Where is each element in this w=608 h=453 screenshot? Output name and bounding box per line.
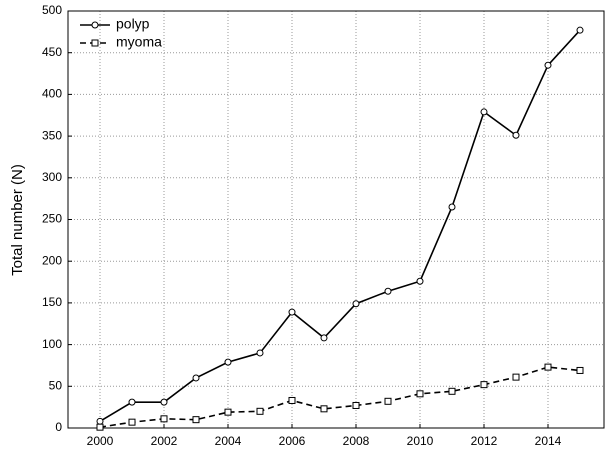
y-tick-label: 0 <box>55 420 62 434</box>
point <box>512 373 520 381</box>
x-tick-label: 2006 <box>279 434 306 448</box>
y-tick-label: 300 <box>42 170 62 184</box>
point <box>576 366 584 374</box>
y-tick-label: 400 <box>42 87 62 101</box>
point <box>96 423 104 431</box>
y-axis-label: Total number (N) <box>9 164 26 276</box>
point <box>288 308 296 316</box>
legend-label: myoma <box>116 34 162 50</box>
y-tick-label: 200 <box>42 253 62 267</box>
legend-marker <box>91 21 99 29</box>
point <box>576 26 584 34</box>
series-line <box>99 366 581 428</box>
point <box>480 108 488 116</box>
point <box>288 396 296 404</box>
y-tick-label: 450 <box>42 45 62 59</box>
x-tick-label: 2004 <box>215 434 242 448</box>
y-tick-label: 100 <box>42 337 62 351</box>
point <box>448 387 456 395</box>
y-tick-label: 150 <box>42 295 62 309</box>
point <box>448 203 456 211</box>
y-tick-label: 500 <box>42 3 62 17</box>
point <box>96 417 104 425</box>
y-tick-label: 50 <box>49 378 63 392</box>
point <box>544 363 552 371</box>
point <box>192 374 200 382</box>
point <box>384 287 392 295</box>
point <box>416 390 424 398</box>
x-tick-label: 2008 <box>343 434 370 448</box>
point <box>480 381 488 389</box>
point <box>224 408 232 416</box>
y-tick-label: 350 <box>42 128 62 142</box>
x-tick-label: 2000 <box>87 434 114 448</box>
y-tick-label: 250 <box>42 212 62 226</box>
point <box>256 407 264 415</box>
point <box>128 418 136 426</box>
x-tick-label: 2010 <box>407 434 434 448</box>
point <box>128 398 136 406</box>
point <box>224 358 232 366</box>
plot-frame <box>67 10 605 429</box>
point <box>512 131 520 139</box>
point <box>416 277 424 285</box>
point <box>192 416 200 424</box>
legend-label: polyp <box>116 16 150 32</box>
point <box>352 300 360 308</box>
legend-marker <box>91 39 99 47</box>
point <box>544 61 552 69</box>
point <box>384 397 392 405</box>
x-tick-label: 2002 <box>151 434 178 448</box>
x-tick-label: 2012 <box>471 434 498 448</box>
point <box>160 398 168 406</box>
point <box>320 405 328 413</box>
series-line <box>99 29 581 423</box>
point <box>256 349 264 357</box>
point <box>320 334 328 342</box>
x-tick-label: 2014 <box>535 434 562 448</box>
point <box>160 415 168 423</box>
point <box>352 401 360 409</box>
